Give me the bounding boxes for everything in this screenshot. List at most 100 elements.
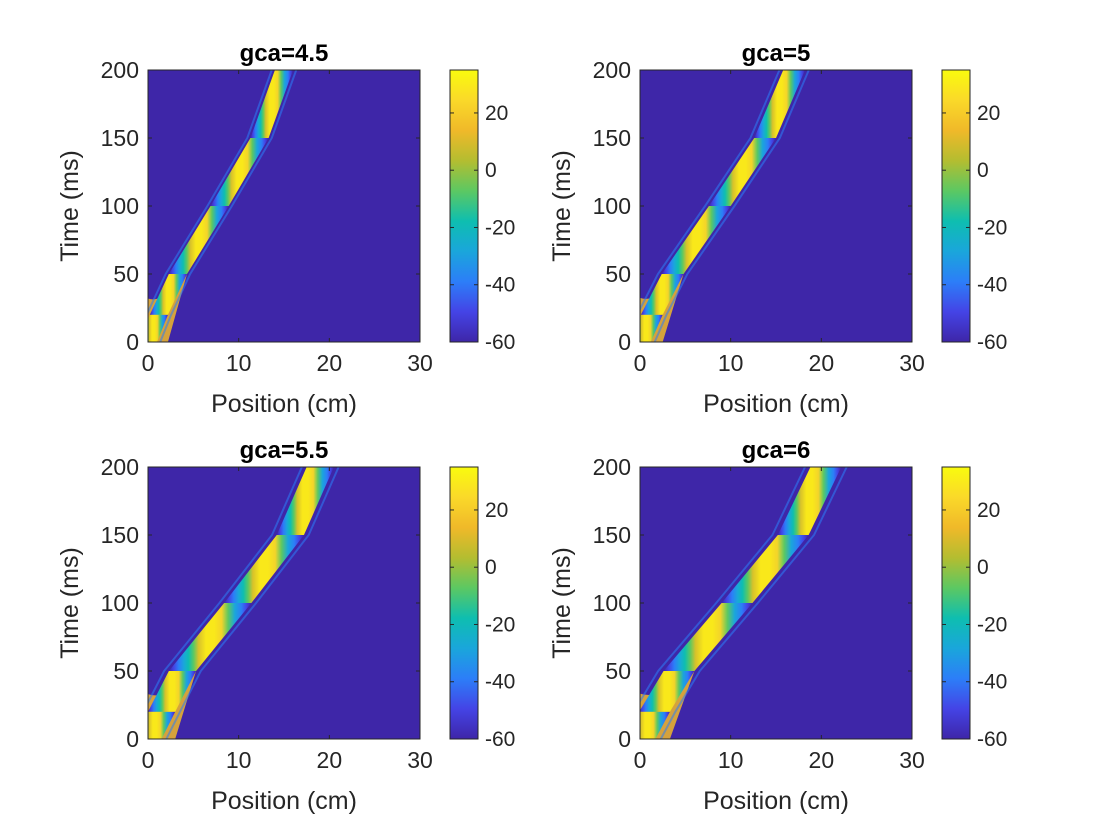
colorbar-tick-label: -40 [977, 274, 1007, 297]
colorbar-gradient [449, 466, 479, 740]
wave-segment [754, 70, 806, 138]
y-tick-label: 200 [101, 454, 139, 480]
wave-edge-left [148, 70, 273, 315]
wave-band [148, 70, 298, 342]
x-tick-label: 30 [899, 350, 925, 376]
wave-edge-left [148, 467, 303, 705]
colorbar-tick-label: 0 [977, 556, 989, 579]
colorbar-tick-label: -60 [485, 728, 515, 751]
x-tick-label: 10 [226, 747, 252, 773]
x-tick-label: 20 [809, 350, 835, 376]
wave-edge-right [165, 467, 340, 739]
colorbar-tick-label: -40 [977, 671, 1007, 694]
y-tick-label: 100 [593, 193, 631, 219]
wave-segment [640, 314, 663, 342]
y-tick-label: 200 [593, 57, 631, 83]
wave-segment [148, 671, 197, 712]
colorbar-tick-label: -60 [485, 331, 515, 354]
x-tick-label: 20 [809, 747, 835, 773]
chart-title: gca=5 [742, 40, 811, 67]
colorbar-tick-label: 20 [485, 102, 508, 125]
x-tick-label: 30 [407, 747, 433, 773]
colorbar-tick-label: -60 [977, 331, 1007, 354]
wave-edge-right [653, 70, 810, 342]
colorbar: 20 0 -20 -40 -60 [941, 466, 1007, 751]
wave-segment [708, 138, 776, 206]
wave-segment [250, 70, 294, 138]
wave-edge-left [640, 467, 807, 704]
y-tick-label: 50 [605, 658, 631, 684]
wave-edge-left [640, 70, 781, 312]
x-axis-label: Position (cm) [211, 390, 357, 418]
chart-title: gca=6 [742, 437, 811, 464]
wave-band [148, 467, 340, 739]
wave-segment [777, 467, 842, 535]
wave-segment [276, 467, 334, 535]
colorbar: 20 0 -20 -40 -60 [449, 466, 515, 751]
wave-edge-right [159, 70, 298, 342]
chart-title: gca=5.5 [240, 437, 329, 464]
y-tick-label: 50 [605, 261, 631, 287]
wave-segment [168, 603, 252, 671]
wave-band [640, 70, 810, 342]
colorbar-gradient [941, 69, 971, 343]
y-tick-label: 200 [101, 57, 139, 83]
x-tick-label: 10 [718, 747, 744, 773]
colorbar-tick-label: -20 [485, 613, 515, 636]
wave-segment [224, 535, 304, 603]
x-tick-label: 20 [317, 747, 343, 773]
wave-segment [168, 206, 229, 274]
x-tick-label: 0 [142, 350, 155, 376]
y-tick-label: 100 [101, 193, 139, 219]
colorbar-gradient [941, 466, 971, 740]
y-tick-label: 0 [618, 726, 631, 752]
y-axis-label: Time (ms) [548, 150, 576, 262]
wave-segment [663, 603, 753, 671]
wave-segment [640, 274, 684, 315]
wave-segment [661, 206, 731, 274]
heatmap-background [148, 467, 420, 739]
wave-segment [148, 711, 176, 739]
y-axis-label: Time (ms) [548, 547, 576, 659]
wave-segment [149, 274, 187, 315]
wave-segment [210, 138, 269, 206]
colorbar-tick-label: 20 [485, 499, 508, 522]
colorbar-tick-label: 20 [977, 102, 1000, 125]
y-tick-label: 0 [126, 726, 139, 752]
x-tick-label: 30 [899, 747, 925, 773]
wave-band [640, 467, 848, 739]
x-axis-label: Position (cm) [703, 787, 849, 815]
y-tick-label: 100 [101, 590, 139, 616]
colorbar-tick-label: 0 [485, 556, 497, 579]
wave-segment [721, 535, 809, 603]
y-tick-label: 150 [101, 125, 139, 151]
chart-title: gca=4.5 [240, 40, 329, 67]
y-tick-label: 150 [593, 522, 631, 548]
y-tick-label: 0 [126, 329, 139, 355]
colorbar-tick-label: -20 [977, 613, 1007, 636]
wave-segment [640, 671, 695, 712]
colorbar-tick-label: -40 [485, 671, 515, 694]
x-tick-label: 20 [317, 350, 343, 376]
y-tick-label: 200 [593, 454, 631, 480]
colorbar: 20 0 -20 -40 -60 [449, 69, 515, 354]
colorbar: 20 0 -20 -40 -60 [941, 69, 1007, 354]
colorbar-tick-label: -60 [977, 728, 1007, 751]
wave-segment [148, 314, 168, 342]
x-tick-label: 30 [407, 350, 433, 376]
wave-edge-right [659, 467, 848, 739]
x-tick-label: 10 [718, 350, 744, 376]
colorbar-tick-label: -40 [485, 274, 515, 297]
colorbar-tick-label: 0 [485, 159, 497, 182]
colorbar-gradient [449, 69, 479, 343]
y-tick-label: 50 [113, 261, 139, 287]
colorbar-tick-label: -20 [485, 216, 515, 239]
colorbar-tick-label: 20 [977, 499, 1000, 522]
y-tick-label: 100 [593, 590, 631, 616]
y-axis-label: Time (ms) [56, 150, 84, 262]
wave-segment [640, 711, 670, 739]
